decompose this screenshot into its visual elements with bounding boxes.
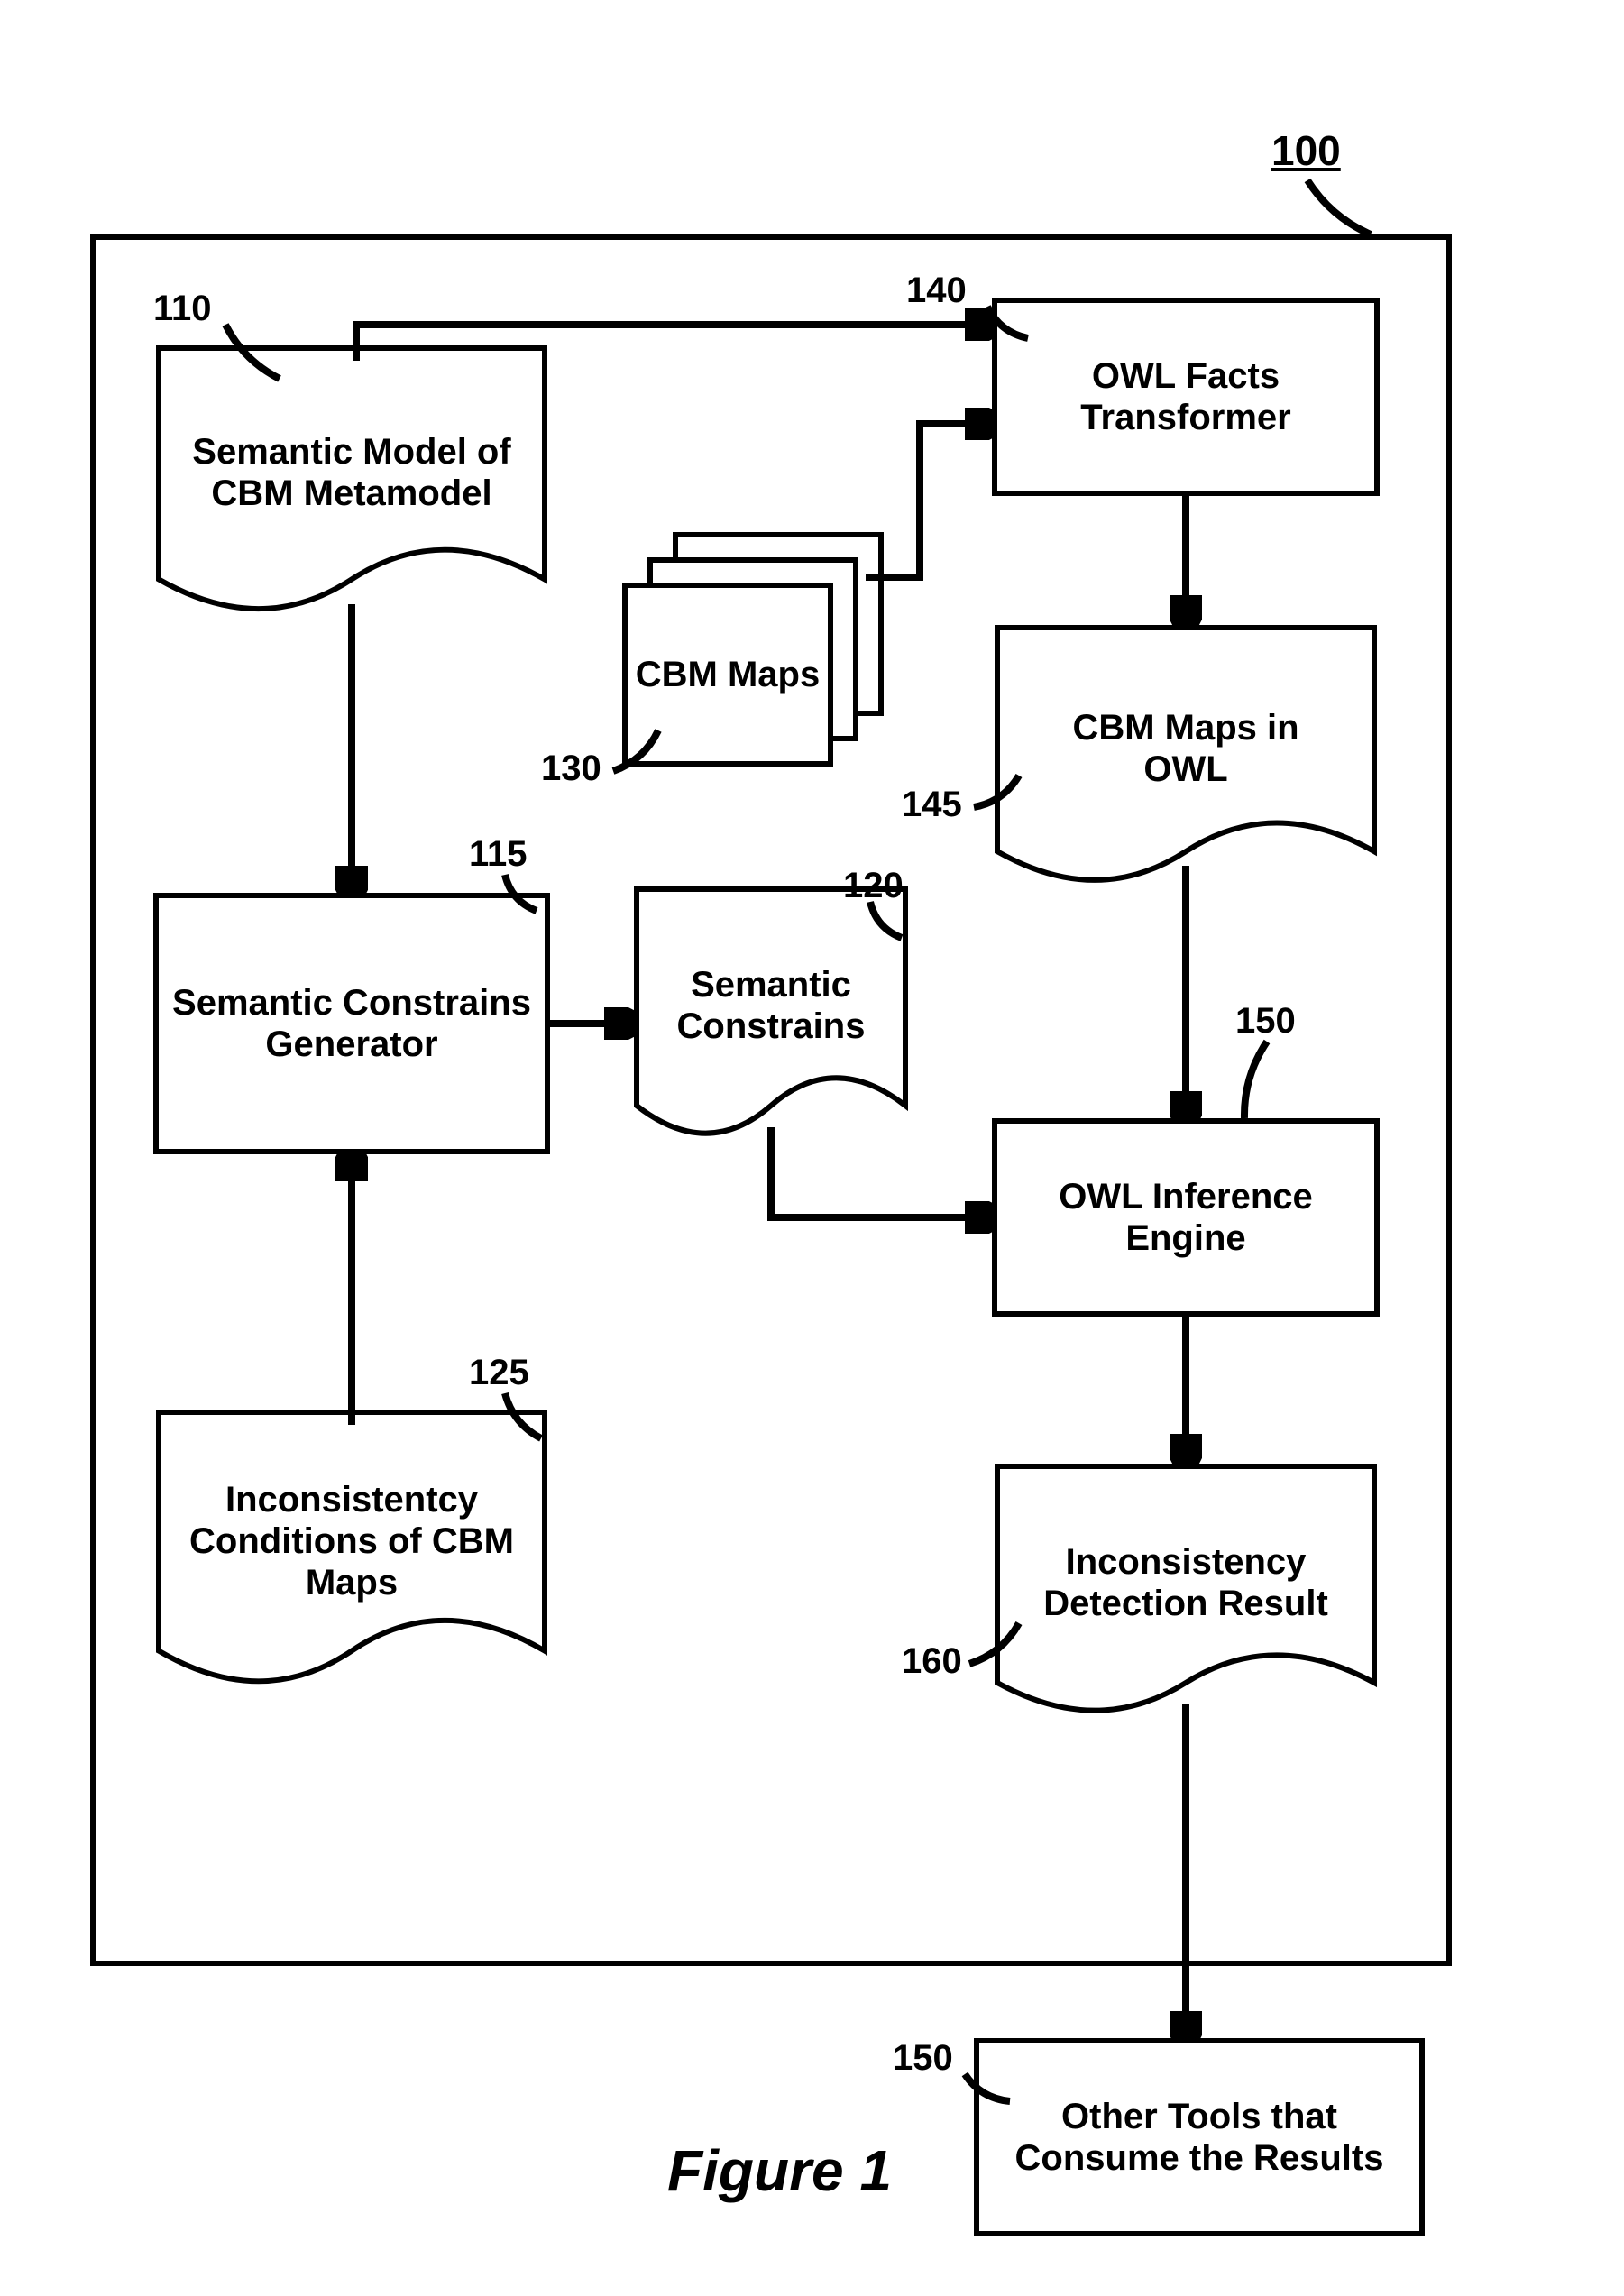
block-label-text: InconsistentcyConditions of CBMMaps [189,1479,514,1603]
ref-label-150: 150 [893,2038,953,2079]
ref-label-text: 160 [902,1641,962,1681]
block-label: Semantic ConstrainsGenerator [172,982,531,1065]
ref-label-text: 145 [902,785,962,824]
block-label: Other Tools thatConsume the Results [1015,2096,1384,2179]
ref-label-text: 115 [469,834,528,874]
ref-label-125: 125 [469,1353,529,1393]
block-label: OWL InferenceEngine [1059,1176,1313,1259]
block-140: OWL FactsTransformer [992,298,1380,496]
document-block-110: Semantic Model ofCBM Metamodel [153,343,550,631]
figure-caption-text: Figure 1 [667,2138,892,2203]
ref-label-150: 150 [1235,1001,1296,1042]
ref-label-text: 130 [541,748,601,788]
block-115: Semantic ConstrainsGenerator [153,893,550,1154]
document-block-125: InconsistentcyConditions of CBMMaps [153,1407,550,1704]
block-label: SemanticConstrains [631,916,911,1095]
block-label: Semantic Model ofCBM Metamodel [153,377,550,567]
ref-label-text: 100 [1271,127,1341,174]
stack-block-130: CBM Maps [622,532,884,767]
ref-label-text: 110 [153,289,212,328]
document-block-145: CBM Maps inOWL [992,622,1380,902]
block-label: InconsistencyDetection Result [992,1493,1380,1672]
ref-label-text: 150 [893,2038,953,2078]
ref-label-130: 130 [541,748,601,789]
ref-label-100: 100 [1271,126,1341,175]
document-block-120: SemanticConstrains [631,884,911,1154]
ref-label-text: 120 [843,866,904,905]
ref-label-120: 120 [843,866,904,906]
block-label: InconsistentcyConditions of CBMMaps [153,1443,550,1639]
ref-label-text: 125 [469,1353,529,1392]
ref-label-160: 160 [902,1641,962,1682]
figure-caption: Figure 1 [667,2137,892,2204]
leader-line [1307,180,1371,234]
ref-label-text: 150 [1235,1001,1296,1041]
ref-label-115: 115 [469,834,528,875]
block-label: OWL FactsTransformer [1080,355,1290,438]
block-label: CBM Maps inOWL [992,656,1380,840]
stack-page-front: CBM Maps [622,583,833,767]
block-150: OWL InferenceEngine [992,1118,1380,1317]
ref-label-140: 140 [906,271,967,311]
block-150: Other Tools thatConsume the Results [974,2038,1425,2236]
ref-label-text: 140 [906,271,967,310]
block-label-text: CBM Maps inOWL [1072,707,1298,790]
ref-label-145: 145 [902,785,962,825]
block-label: CBM Maps [636,655,820,695]
block-label-text: Semantic Model ofCBM Metamodel [192,431,510,514]
document-block-160: InconsistencyDetection Result [992,1461,1380,1731]
block-label-text: InconsistencyDetection Result [1043,1541,1328,1624]
ref-label-110: 110 [153,289,212,329]
block-label-text: SemanticConstrains [677,964,866,1047]
